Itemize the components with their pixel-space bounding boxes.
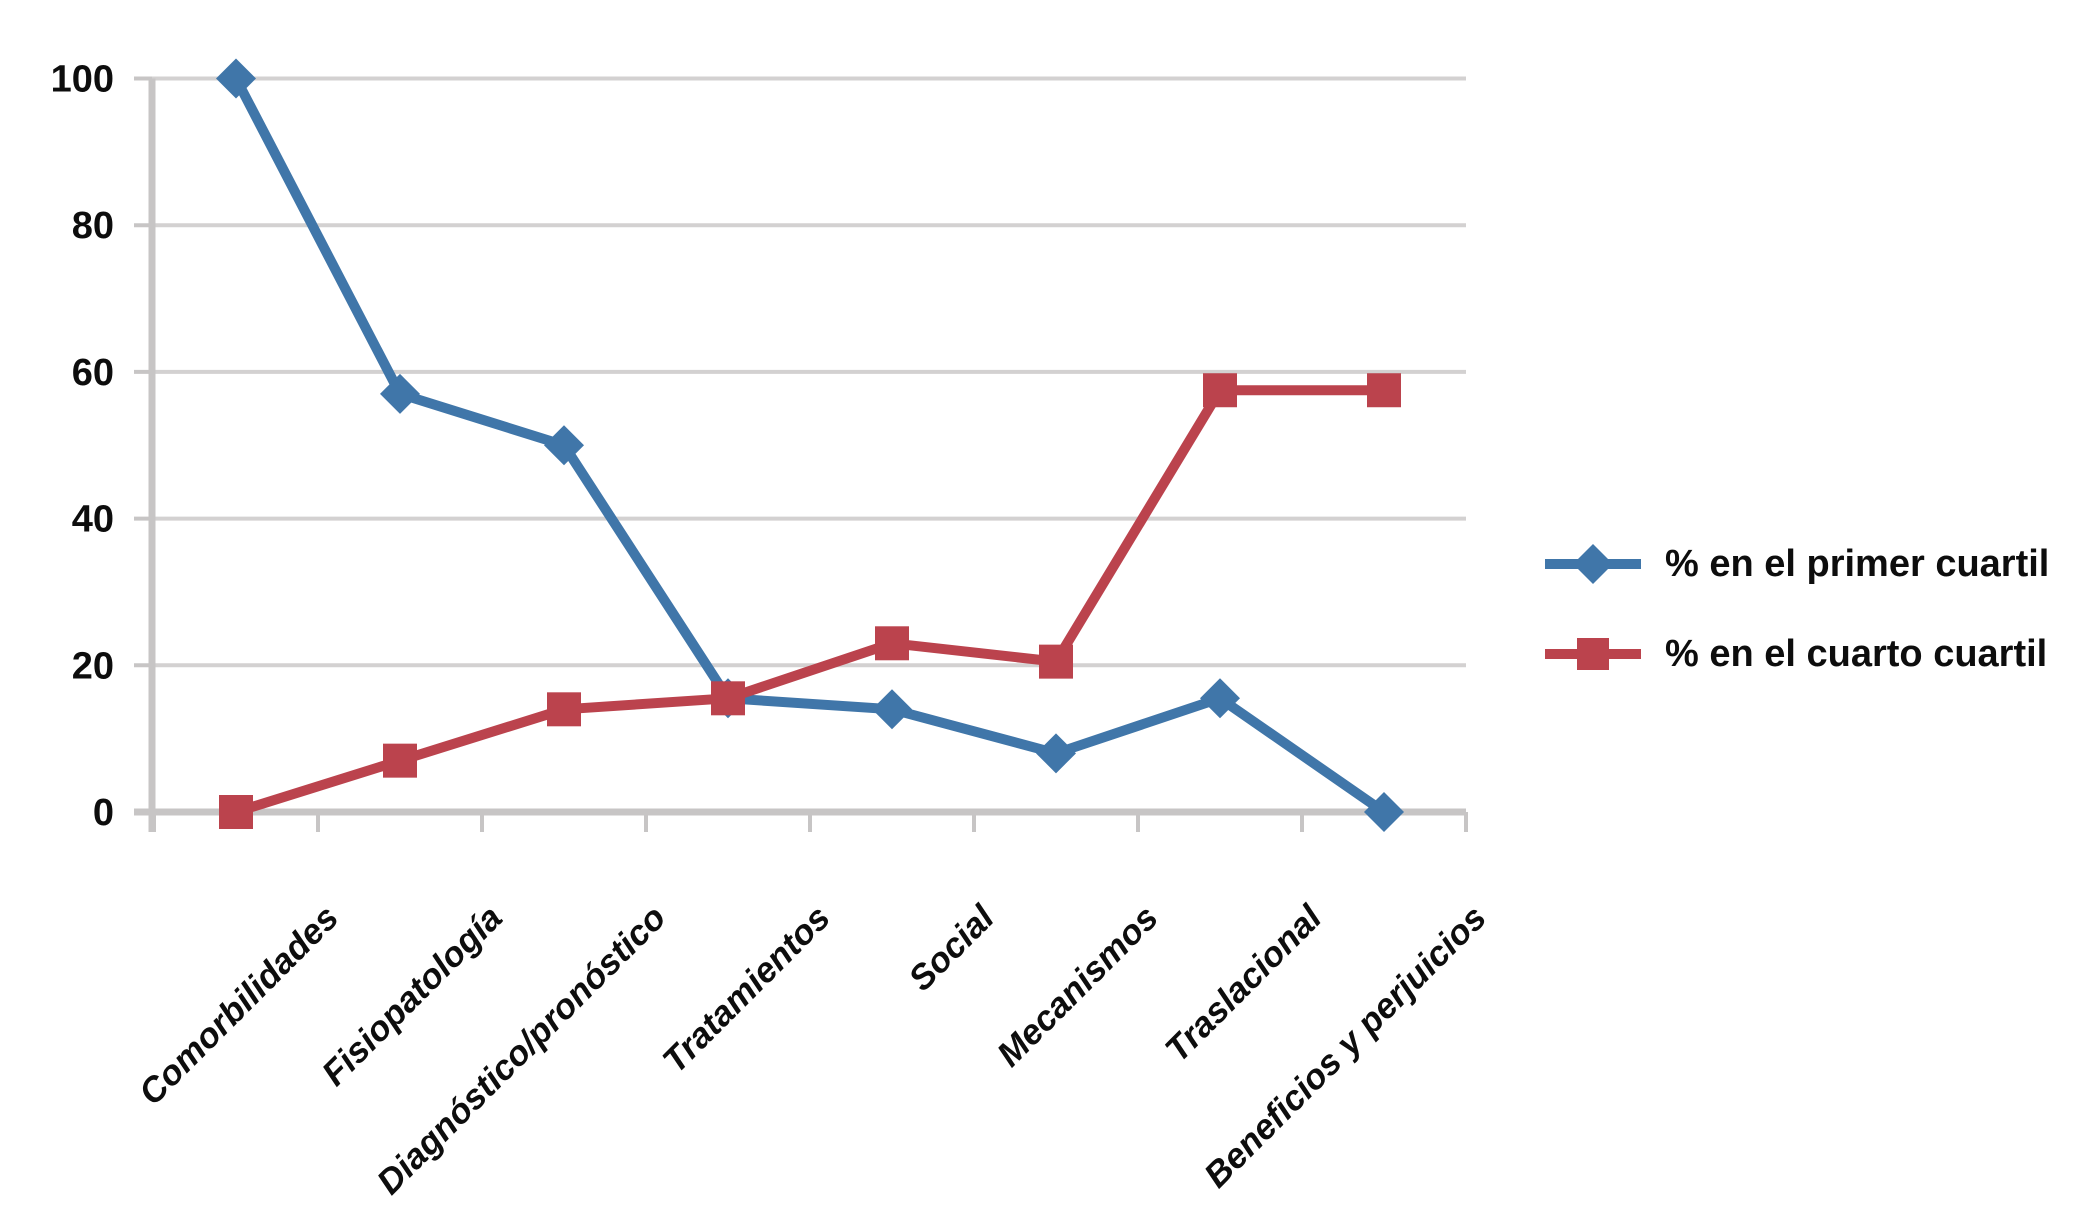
series-line-0 — [231, 73, 1389, 817]
y-axis-tick-label: 60 — [72, 352, 114, 394]
legend-label-cuarto-cuartil: % en el cuarto cuartil — [1665, 632, 2048, 675]
data-point-marker-square — [711, 681, 745, 716]
data-point-marker-square — [1039, 644, 1073, 679]
series-line-1 — [231, 385, 1389, 817]
legend-label-primer-cuartil: % en el primer cuartil — [1665, 542, 2050, 585]
data-point-marker-diamond — [1036, 733, 1076, 774]
data-point-marker-diamond — [380, 373, 420, 414]
y-axis-tick-label: 40 — [72, 499, 114, 541]
y-axis-tick-label: 80 — [72, 205, 114, 247]
data-point-marker-square — [1367, 373, 1401, 408]
data-point-marker-diamond — [1364, 792, 1404, 832]
legend-item-cuarto-cuartil: % en el cuarto cuartil — [1543, 630, 2049, 678]
legend-swatch-diamond-icon — [1545, 544, 1641, 584]
y-axis-tick-label: 100 — [51, 59, 114, 101]
y-axis-tick-label: 0 — [93, 792, 114, 834]
data-point-marker-square — [383, 743, 417, 778]
legend-swatch-square-icon — [1545, 638, 1641, 670]
data-point-marker-square — [219, 795, 253, 829]
legend-item-primer-cuartil: % en el primer cuartil — [1543, 540, 2049, 588]
data-point-marker-diamond — [1200, 678, 1240, 719]
data-point-marker-diamond — [544, 425, 584, 466]
data-point-marker-diamond — [216, 58, 256, 99]
y-axis-tick-label: 20 — [72, 645, 114, 687]
data-point-marker-square — [875, 626, 909, 661]
chart-legend: % en el primer cuartil % en el cuarto cu… — [1543, 540, 2049, 720]
data-point-marker-square — [1203, 373, 1237, 408]
data-point-marker-diamond — [872, 689, 912, 730]
data-point-marker-square — [547, 692, 581, 727]
